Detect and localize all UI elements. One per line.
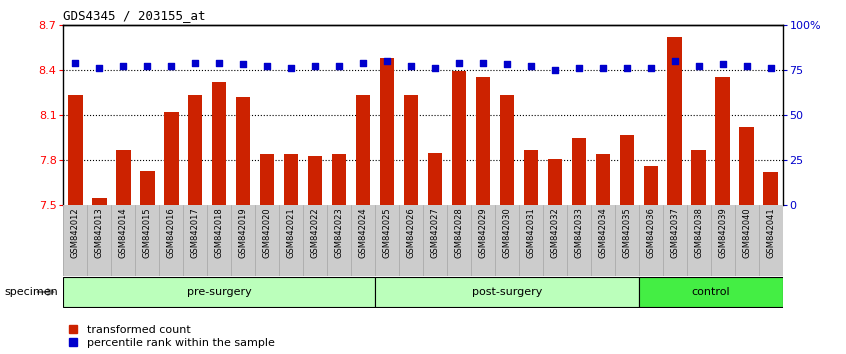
- Point: [764, 65, 777, 71]
- Bar: [375, 277, 639, 307]
- Text: GSM842041: GSM842041: [766, 207, 775, 258]
- Point: [644, 65, 657, 71]
- Bar: [644, 166, 658, 205]
- Point: [404, 63, 418, 69]
- Text: GSM842019: GSM842019: [239, 207, 248, 258]
- Point: [212, 60, 226, 65]
- Bar: [619, 135, 634, 205]
- Text: GSM842018: GSM842018: [215, 207, 223, 258]
- Text: GSM842012: GSM842012: [71, 207, 80, 258]
- Point: [548, 67, 562, 73]
- Bar: [667, 37, 682, 205]
- Point: [620, 65, 634, 71]
- Bar: [739, 127, 754, 205]
- Point: [380, 58, 393, 64]
- Text: GSM842021: GSM842021: [287, 207, 295, 258]
- Text: GDS4345 / 203155_at: GDS4345 / 203155_at: [63, 9, 206, 22]
- Point: [308, 63, 321, 69]
- Bar: [572, 138, 586, 205]
- Text: GSM842016: GSM842016: [167, 207, 176, 258]
- Text: GSM842031: GSM842031: [526, 207, 536, 258]
- Point: [739, 63, 753, 69]
- Text: GSM842024: GSM842024: [359, 207, 367, 258]
- Point: [500, 62, 514, 67]
- Point: [284, 65, 298, 71]
- Text: GSM842013: GSM842013: [95, 207, 104, 258]
- Bar: [428, 153, 442, 205]
- Bar: [691, 150, 706, 205]
- Point: [667, 58, 681, 64]
- Text: GSM842020: GSM842020: [263, 207, 272, 258]
- Text: pre-surgery: pre-surgery: [187, 287, 251, 297]
- Bar: [547, 159, 562, 205]
- Text: GSM842040: GSM842040: [742, 207, 751, 258]
- Bar: [212, 82, 227, 205]
- Bar: [716, 78, 730, 205]
- Bar: [236, 97, 250, 205]
- Bar: [639, 277, 783, 307]
- Bar: [164, 112, 179, 205]
- Point: [572, 65, 585, 71]
- Text: GSM842038: GSM842038: [695, 207, 703, 258]
- Bar: [380, 58, 394, 205]
- Text: GSM842036: GSM842036: [646, 207, 655, 258]
- Bar: [116, 150, 130, 205]
- Text: GSM842015: GSM842015: [143, 207, 151, 258]
- Bar: [188, 96, 202, 205]
- Text: specimen: specimen: [4, 287, 58, 297]
- Bar: [308, 156, 322, 205]
- Text: GSM842026: GSM842026: [407, 207, 415, 258]
- Text: GSM842030: GSM842030: [503, 207, 511, 258]
- Bar: [500, 96, 514, 205]
- Bar: [763, 172, 777, 205]
- Point: [117, 63, 130, 69]
- Bar: [596, 154, 610, 205]
- Text: GSM842035: GSM842035: [623, 207, 631, 258]
- Bar: [404, 96, 418, 205]
- Text: GSM842032: GSM842032: [551, 207, 559, 258]
- Text: GSM842022: GSM842022: [310, 207, 320, 258]
- Bar: [475, 78, 490, 205]
- Bar: [63, 277, 375, 307]
- Bar: [356, 96, 371, 205]
- Bar: [524, 150, 538, 205]
- Text: post-surgery: post-surgery: [472, 287, 542, 297]
- Text: GSM842017: GSM842017: [191, 207, 200, 258]
- Bar: [284, 154, 299, 205]
- Text: GSM842029: GSM842029: [479, 207, 487, 258]
- Point: [164, 63, 178, 69]
- Bar: [69, 96, 83, 205]
- Point: [476, 60, 490, 65]
- Text: GSM842025: GSM842025: [382, 207, 392, 258]
- Point: [261, 63, 274, 69]
- Text: control: control: [691, 287, 730, 297]
- Legend: transformed count, percentile rank within the sample: transformed count, percentile rank withi…: [69, 325, 275, 348]
- Point: [356, 60, 370, 65]
- Point: [69, 60, 82, 65]
- Text: GSM842014: GSM842014: [119, 207, 128, 258]
- Point: [596, 65, 609, 71]
- Point: [716, 62, 729, 67]
- Text: GSM842027: GSM842027: [431, 207, 439, 258]
- Bar: [140, 171, 155, 205]
- Bar: [92, 198, 107, 205]
- Point: [428, 65, 442, 71]
- Bar: [332, 154, 346, 205]
- Point: [189, 60, 202, 65]
- Text: GSM842034: GSM842034: [598, 207, 607, 258]
- Text: GSM842033: GSM842033: [574, 207, 583, 258]
- Point: [92, 65, 106, 71]
- Point: [140, 63, 154, 69]
- Bar: [452, 72, 466, 205]
- Text: GSM842023: GSM842023: [335, 207, 343, 258]
- Bar: [260, 154, 274, 205]
- Point: [692, 63, 706, 69]
- Text: GSM842028: GSM842028: [454, 207, 464, 258]
- Point: [524, 63, 537, 69]
- Point: [236, 62, 250, 67]
- Point: [332, 63, 346, 69]
- Point: [452, 60, 465, 65]
- Text: GSM842039: GSM842039: [718, 207, 727, 258]
- Text: GSM842037: GSM842037: [670, 207, 679, 258]
